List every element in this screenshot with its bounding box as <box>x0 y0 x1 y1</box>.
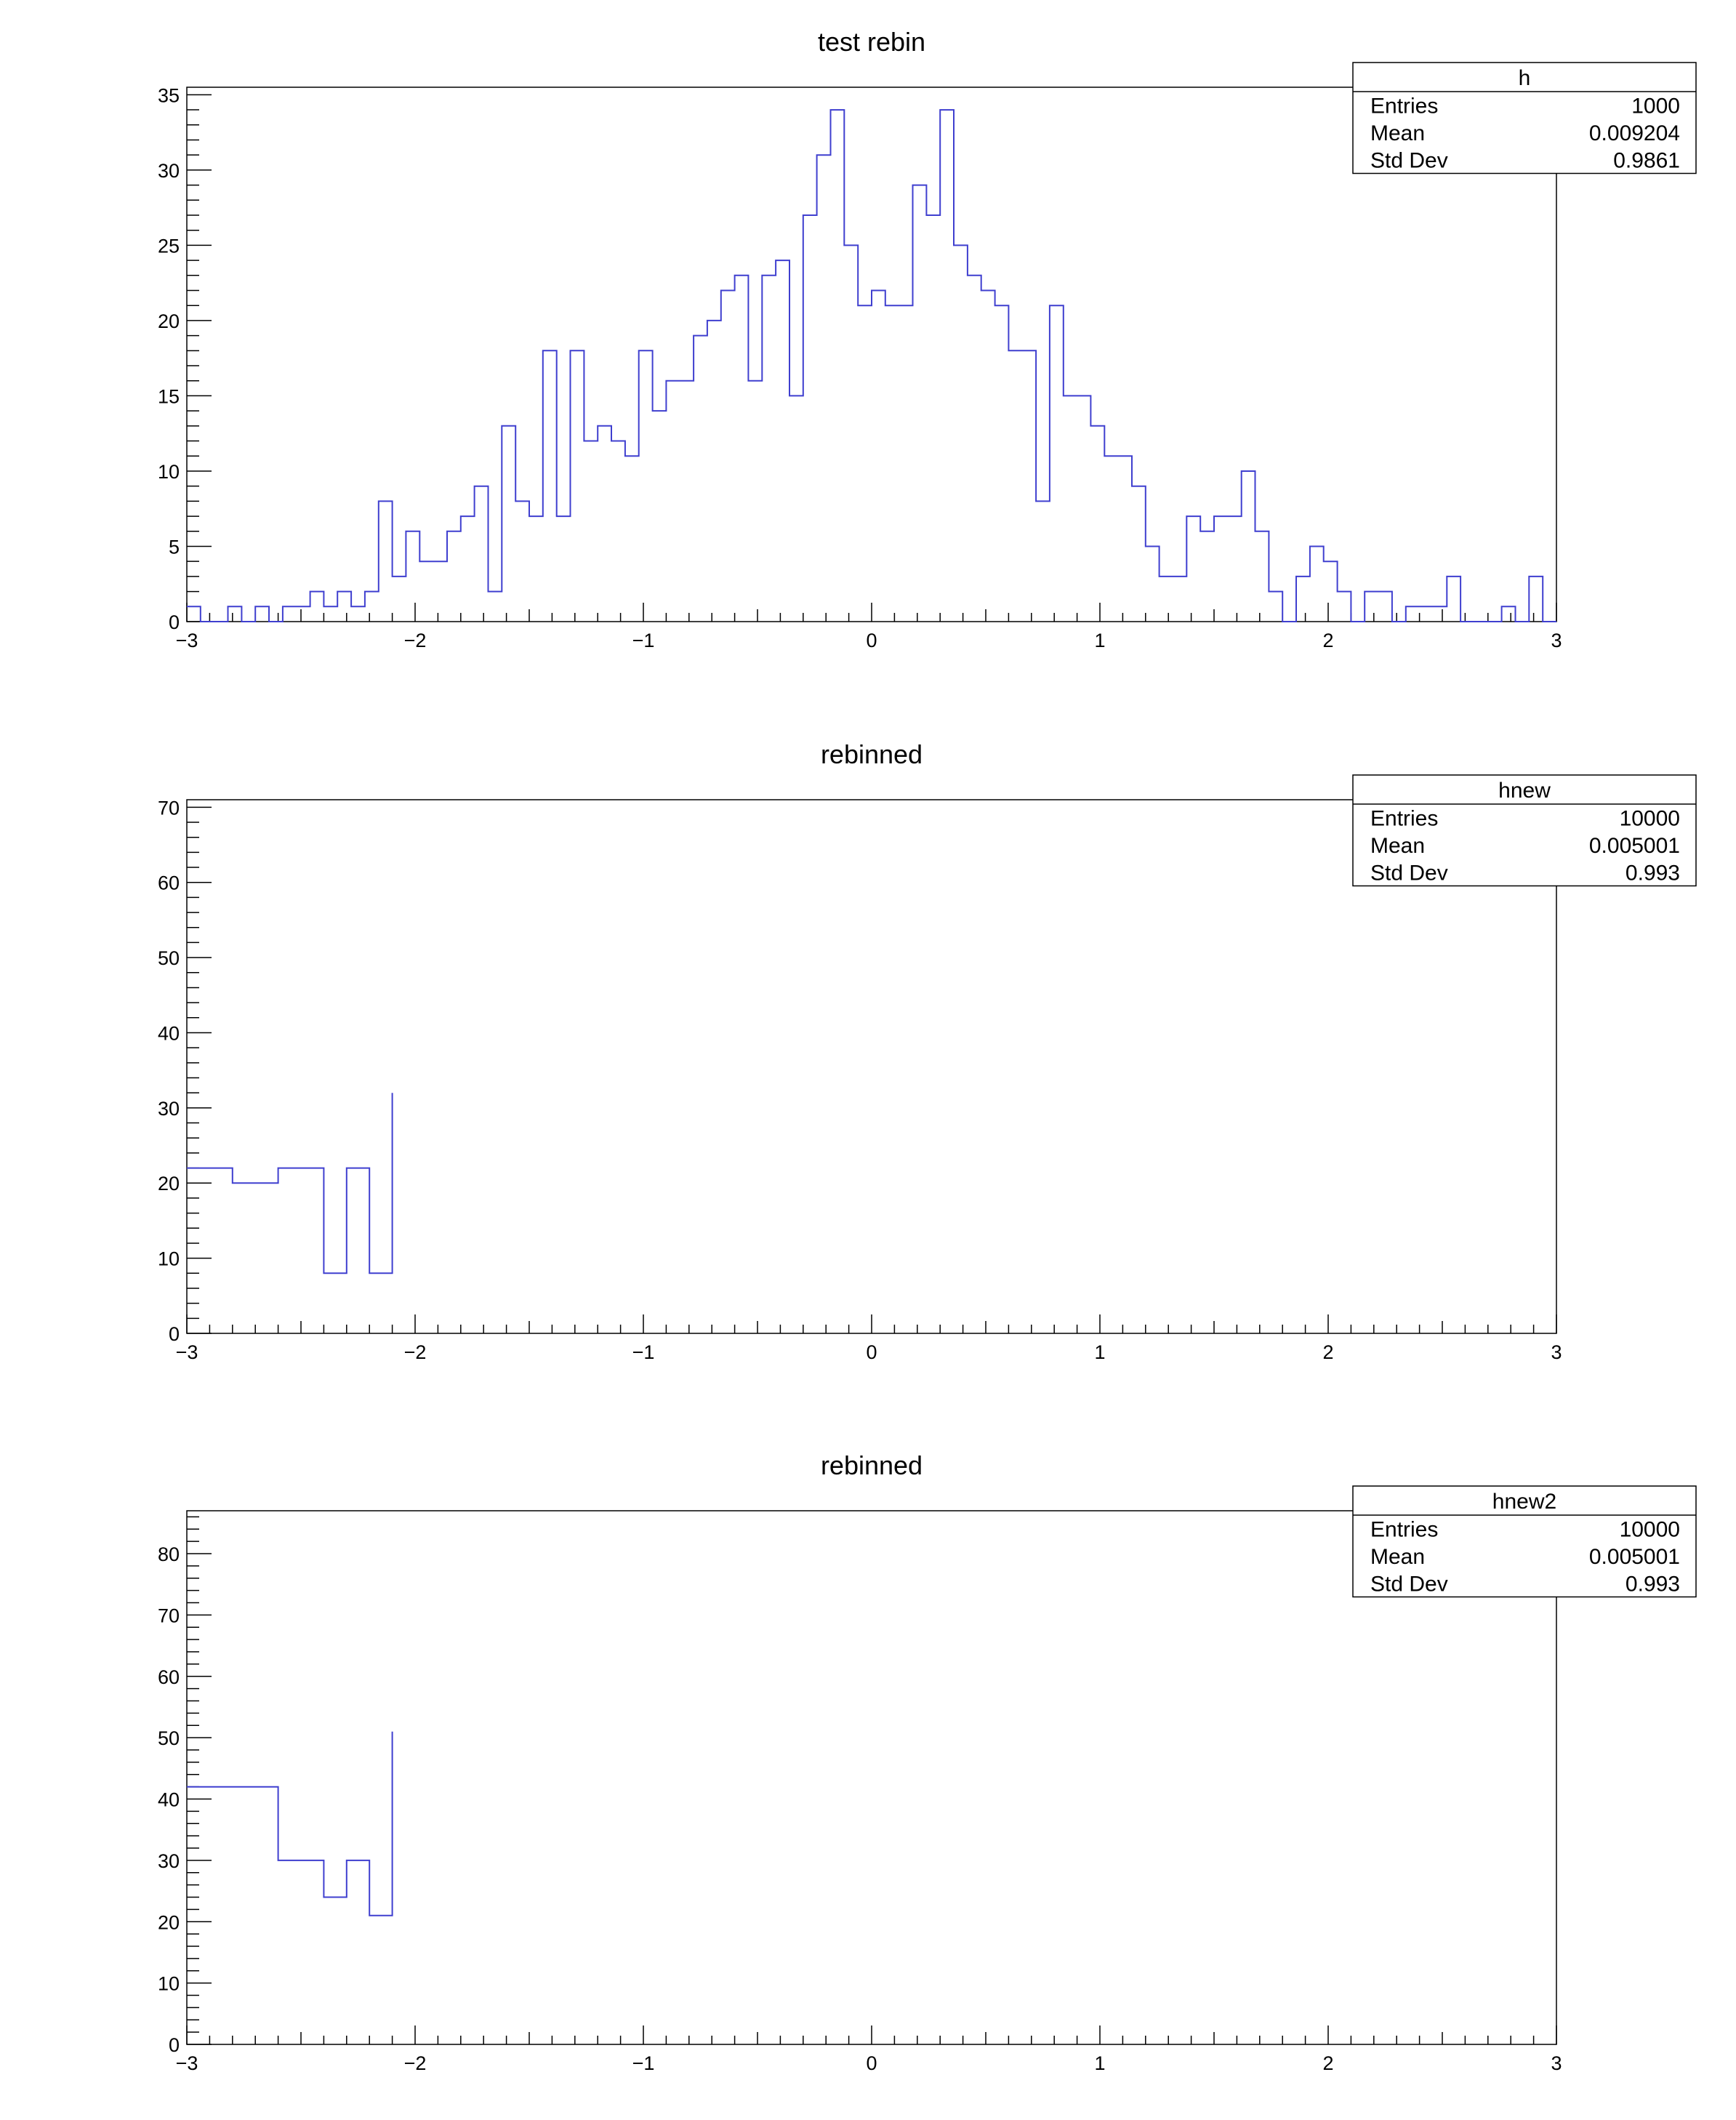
stats-row-value: 10000 <box>1620 1518 1680 1542</box>
x-tick-label: 2 <box>1322 1341 1333 1363</box>
x-tick-label: −3 <box>176 1341 198 1363</box>
y-tick-label: 60 <box>158 1666 180 1688</box>
stats-row-label: Entries <box>1370 95 1438 119</box>
y-tick-label: 80 <box>158 1543 180 1565</box>
histogram-line <box>187 109 1556 622</box>
stats-box-frame <box>1352 1485 1697 1598</box>
y-tick-label: 35 <box>158 84 180 106</box>
x-tick-label: 3 <box>1551 1341 1562 1363</box>
x-tick-label: −1 <box>632 2052 655 2074</box>
x-tick-label: −2 <box>404 630 427 651</box>
stats-row-value: 0.009204 <box>1589 121 1680 145</box>
stats-row-value: 0.993 <box>1626 862 1680 886</box>
x-tick-label: 2 <box>1322 2052 1333 2074</box>
stats-box: hnew Entries 10000 Mean 0.005001 Std Dev 0.993 <box>1352 774 1697 887</box>
chart-title: rebinned <box>821 1450 923 1480</box>
stats-row-label: Std Dev <box>1370 1573 1448 1597</box>
y-tick-label: 50 <box>158 947 180 969</box>
chart-title: rebinned <box>821 739 923 769</box>
y-tick-label: 70 <box>158 1605 180 1626</box>
y-tick-label: 20 <box>158 1911 180 1933</box>
x-tick-label: 0 <box>866 1341 877 1363</box>
histogram-line <box>187 1093 393 1274</box>
x-tick-label: 1 <box>1094 630 1105 651</box>
y-tick-label: 15 <box>158 385 180 407</box>
x-tick-label: −3 <box>176 630 198 651</box>
x-tick-label: −1 <box>632 630 655 651</box>
x-tick-label: 1 <box>1094 2052 1105 2074</box>
stats-box-name: hnew <box>1498 779 1551 803</box>
y-tick-label: 10 <box>158 461 180 483</box>
stats-row-label: Mean <box>1370 121 1425 145</box>
x-tick-label: 0 <box>866 630 877 651</box>
y-tick-label: 20 <box>158 310 180 332</box>
y-tick-label: 25 <box>158 235 180 257</box>
stats-row-value: 1000 <box>1631 95 1680 119</box>
y-tick-label: 10 <box>158 1973 180 1995</box>
stats-box: hnew2 Entries 10000 Mean 0.005001 Std Dev 0.99… <box>1352 1485 1697 1598</box>
histogram-line <box>187 1731 393 1916</box>
x-tick-label: −2 <box>404 1341 427 1363</box>
x-tick-label: 3 <box>1551 2052 1562 2074</box>
stats-box-name: hnew2 <box>1492 1490 1556 1514</box>
stats-row-label: Mean <box>1370 834 1425 858</box>
stats-row-value: 0.005001 <box>1589 834 1680 858</box>
y-tick-label: 0 <box>169 2034 180 2056</box>
stats-row-label: Entries <box>1370 1518 1438 1542</box>
histogram-panel-1: test rebin−3 −2 −1 0 1 2 305101520253035hEntri… <box>158 27 1697 651</box>
histogram-panel-2: rebinned−3 −2 −1 0 1 2 3010203040506070hnewEnt… <box>158 739 1697 1363</box>
y-tick-label: 10 <box>158 1248 180 1270</box>
x-tick-label: 3 <box>1551 630 1562 651</box>
x-tick-label: 0 <box>866 2052 877 2074</box>
stats-row-value: 10000 <box>1620 807 1680 831</box>
stats-row-label: Mean <box>1370 1545 1425 1569</box>
x-tick-label: −2 <box>404 2052 427 2074</box>
stats-row-label: Std Dev <box>1370 862 1448 886</box>
stats-box-frame <box>1352 774 1697 887</box>
y-tick-label: 30 <box>158 1850 180 1872</box>
chart-title: test rebin <box>818 27 925 57</box>
y-tick-label: 60 <box>158 872 180 894</box>
x-tick-label: −3 <box>176 2052 198 2074</box>
y-tick-label: 40 <box>158 1789 180 1811</box>
histogram-panel-3: rebinned−3 −2 −1 0 1 2 301020304050607080hnew2… <box>158 1450 1697 2074</box>
stats-box-frame <box>1352 62 1697 174</box>
y-tick-label: 40 <box>158 1022 180 1044</box>
stats-row-label: Std Dev <box>1370 149 1448 173</box>
y-tick-label: 0 <box>169 611 180 633</box>
stats-row-value: 0.9861 <box>1613 149 1680 173</box>
stats-box-name: h <box>1519 66 1531 90</box>
y-tick-label: 20 <box>158 1173 180 1194</box>
y-tick-label: 70 <box>158 797 180 819</box>
x-tick-label: 1 <box>1094 1341 1105 1363</box>
y-tick-label: 30 <box>158 160 180 182</box>
y-tick-label: 30 <box>158 1098 180 1120</box>
x-tick-label: −1 <box>632 1341 655 1363</box>
y-tick-label: 50 <box>158 1727 180 1749</box>
stats-row-value: 0.005001 <box>1589 1545 1680 1569</box>
stats-box: h Entries 1000 Mean 0.009204 Std Dev 0.9861 <box>1352 62 1697 174</box>
y-tick-label: 0 <box>169 1323 180 1345</box>
x-tick-label: 2 <box>1322 630 1333 651</box>
stats-row-label: Entries <box>1370 807 1438 831</box>
y-tick-label: 5 <box>169 536 180 558</box>
stats-row-value: 0.993 <box>1626 1573 1680 1597</box>
